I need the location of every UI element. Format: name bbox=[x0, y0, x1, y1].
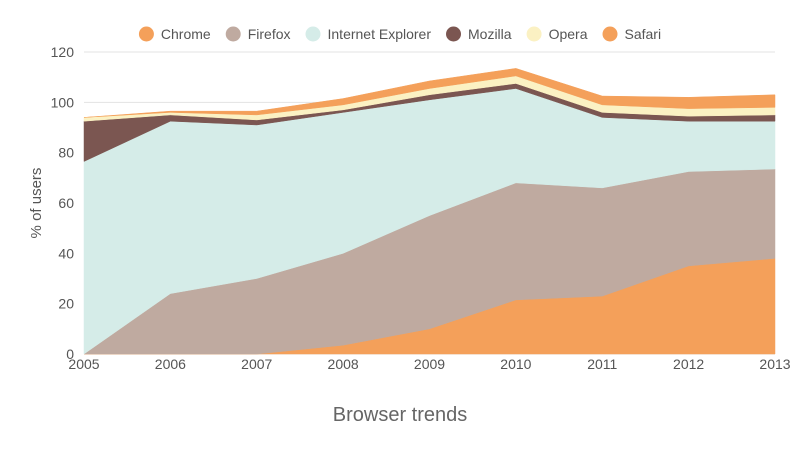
y-axis-ticks: 0 20 40 60 80 100 120 bbox=[51, 44, 75, 362]
legend-marker bbox=[446, 26, 462, 42]
legend-item-opera[interactable]: Opera bbox=[526, 26, 588, 42]
y-tick-label: 80 bbox=[58, 145, 74, 161]
legend-label: Chrome bbox=[161, 26, 211, 42]
y-tick-label: 60 bbox=[58, 195, 74, 211]
x-tick-label: 2006 bbox=[155, 356, 186, 372]
legend-marker bbox=[138, 26, 154, 42]
legend-item-mozilla[interactable]: Mozilla bbox=[446, 26, 512, 42]
x-tick-label: 2010 bbox=[500, 356, 531, 372]
x-tick-label: 2009 bbox=[414, 356, 445, 372]
legend-marker bbox=[526, 26, 542, 42]
legend-item-safari[interactable]: Safari bbox=[602, 26, 662, 42]
x-tick-label: 2008 bbox=[328, 356, 359, 372]
y-tick-label: 0 bbox=[66, 346, 74, 362]
y-tick-label: 20 bbox=[58, 296, 74, 312]
area-safari[interactable] bbox=[83, 68, 776, 118]
x-tick-label: 2011 bbox=[587, 356, 617, 372]
x-tick-label: 2005 bbox=[68, 356, 99, 372]
x-tick-label: 2007 bbox=[241, 356, 272, 372]
area-series bbox=[83, 68, 776, 355]
x-tick-label: 2013 bbox=[759, 356, 790, 372]
y-tick-label: 40 bbox=[58, 245, 74, 261]
legend-marker bbox=[602, 26, 618, 42]
legend-label: Internet Explorer bbox=[328, 26, 432, 42]
legend: Chrome Firefox Internet Explorer Mozilla Ope… bbox=[138, 26, 662, 42]
legend-marker bbox=[305, 26, 321, 42]
y-axis-title: % of users bbox=[28, 168, 45, 239]
legend-label: Opera bbox=[549, 26, 588, 42]
legend-item-firefox[interactable]: Firefox bbox=[225, 26, 291, 42]
legend-marker bbox=[225, 26, 241, 42]
legend-label: Firefox bbox=[248, 26, 291, 42]
x-axis-title: Browser trends bbox=[333, 404, 468, 426]
x-tick-label: 2012 bbox=[673, 356, 704, 372]
legend-item-internet-explorer[interactable]: Internet Explorer bbox=[305, 26, 432, 42]
x-axis-ticks: 2005 2006 2007 2008 2009 2010 2011 2012 2013 bbox=[68, 356, 790, 372]
y-tick-label: 120 bbox=[51, 44, 75, 60]
legend-item-chrome[interactable]: Chrome bbox=[138, 26, 211, 42]
legend-label: Mozilla bbox=[468, 26, 512, 42]
y-tick-label: 100 bbox=[51, 94, 75, 110]
legend-label: Safari bbox=[625, 26, 662, 42]
